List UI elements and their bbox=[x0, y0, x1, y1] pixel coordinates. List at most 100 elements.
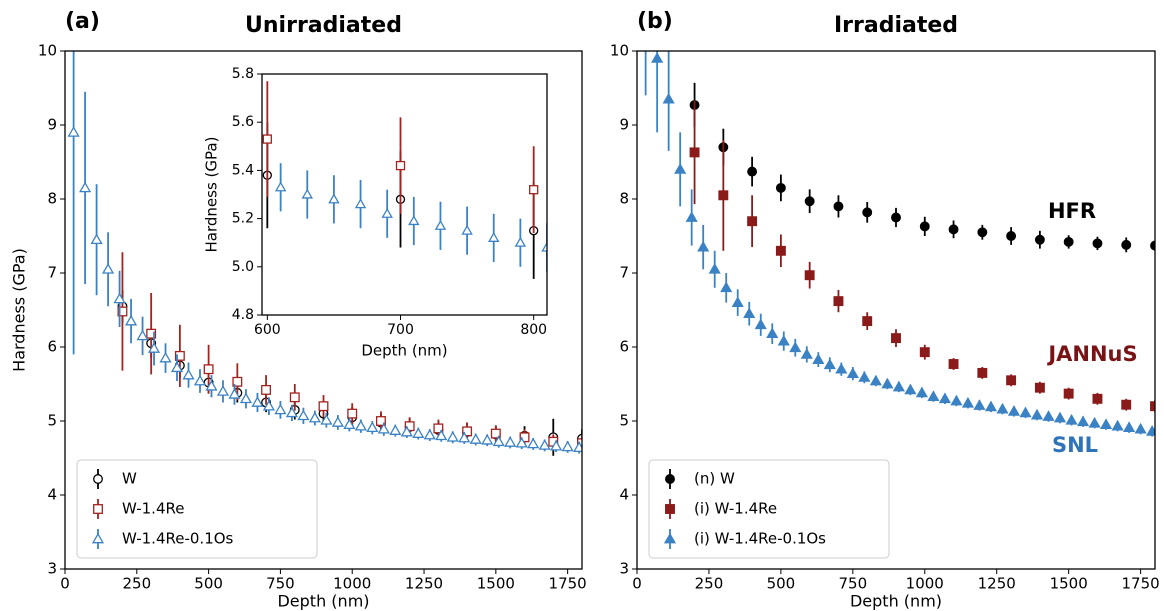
marker bbox=[232, 376, 243, 387]
marker bbox=[203, 364, 214, 375]
marker bbox=[433, 423, 444, 434]
marker bbox=[102, 263, 115, 274]
marker bbox=[846, 367, 859, 378]
marker bbox=[251, 396, 264, 407]
marker bbox=[504, 436, 517, 447]
marker bbox=[529, 185, 539, 195]
legend: (n) W (i) W-1.4Re (i) W-1.4Re-0.1Os bbox=[648, 459, 890, 559]
y-tick-label: 5 bbox=[619, 412, 629, 430]
marker bbox=[366, 421, 379, 433]
x-tick-label: 700 bbox=[387, 322, 414, 338]
marker bbox=[775, 182, 786, 193]
x-tick-label: 750 bbox=[266, 575, 295, 593]
marker bbox=[747, 166, 758, 177]
marker bbox=[354, 198, 367, 209]
x-tick-label: 250 bbox=[122, 575, 151, 593]
marker bbox=[289, 392, 300, 403]
marker bbox=[79, 181, 92, 193]
marker bbox=[833, 201, 844, 212]
marker bbox=[1063, 236, 1074, 247]
marker bbox=[404, 421, 415, 432]
marker bbox=[395, 160, 406, 171]
y-tick-label: 9 bbox=[47, 116, 57, 134]
marker bbox=[301, 188, 314, 199]
marker bbox=[239, 392, 253, 404]
marker bbox=[435, 429, 448, 441]
marker bbox=[1034, 382, 1045, 393]
marker bbox=[136, 329, 149, 341]
marker bbox=[469, 433, 482, 444]
marker bbox=[228, 388, 241, 399]
marker bbox=[434, 219, 447, 230]
marker bbox=[488, 231, 500, 242]
marker bbox=[381, 207, 393, 218]
marker bbox=[1088, 416, 1101, 428]
axes-frame bbox=[636, 50, 1156, 570]
marker bbox=[777, 334, 790, 346]
y-tick-label: 9 bbox=[619, 116, 629, 134]
plot-area bbox=[644, 51, 1155, 437]
marker bbox=[1092, 393, 1103, 404]
x-axis-label: Depth (nm) bbox=[850, 592, 942, 611]
y-tick-label: 4 bbox=[47, 486, 57, 504]
marker bbox=[1063, 388, 1074, 399]
marker bbox=[1123, 421, 1136, 433]
marker bbox=[462, 426, 473, 437]
marker bbox=[490, 428, 501, 439]
axes-frame bbox=[64, 50, 583, 570]
series bbox=[644, 51, 1155, 437]
marker bbox=[1121, 399, 1132, 410]
marker bbox=[869, 374, 882, 386]
y-tick-label: 5.0 bbox=[232, 259, 254, 275]
legend-label: W-1.4Re-0.1Os bbox=[122, 530, 234, 548]
marker bbox=[377, 422, 390, 434]
y-tick-label: 8 bbox=[47, 190, 57, 208]
x-tick-label: 1000 bbox=[333, 575, 371, 593]
marker bbox=[789, 341, 802, 353]
marker bbox=[1053, 411, 1067, 423]
marker bbox=[651, 52, 664, 63]
marker bbox=[835, 362, 848, 374]
marker bbox=[1006, 231, 1017, 241]
series bbox=[689, 82, 1155, 253]
chart-title: Unirradiated bbox=[245, 13, 402, 38]
annotation: JANNuS bbox=[1046, 342, 1137, 366]
marker bbox=[318, 401, 329, 412]
marker bbox=[90, 233, 103, 245]
marker bbox=[320, 414, 333, 425]
marker bbox=[205, 379, 218, 391]
marker bbox=[927, 390, 940, 401]
marker bbox=[685, 211, 698, 222]
x-tick-label: 750 bbox=[839, 575, 868, 593]
legend-marker bbox=[93, 474, 103, 484]
y-tick-label: 3 bbox=[47, 560, 57, 578]
marker bbox=[948, 224, 959, 235]
legend: W W-1.4Re W-1.4Re-0.1Os bbox=[76, 459, 318, 559]
marker bbox=[550, 439, 563, 451]
marker bbox=[561, 440, 574, 452]
marker bbox=[919, 347, 930, 358]
marker bbox=[193, 374, 207, 386]
y-tick-label: 5 bbox=[47, 412, 57, 430]
legend-label: (i) W-1.4Re-0.1Os bbox=[694, 530, 826, 548]
marker bbox=[328, 193, 340, 204]
marker bbox=[1019, 406, 1032, 418]
marker bbox=[159, 351, 172, 363]
marker bbox=[904, 383, 917, 395]
legend-marker bbox=[665, 474, 675, 484]
marker bbox=[308, 411, 321, 423]
marker bbox=[697, 240, 710, 252]
y-tick-label: 5.2 bbox=[232, 211, 254, 227]
annotation: SNL bbox=[1052, 433, 1098, 457]
marker bbox=[1007, 405, 1021, 416]
marker bbox=[800, 348, 813, 359]
marker bbox=[170, 361, 184, 373]
marker bbox=[984, 400, 998, 412]
chart-title: Irradiated bbox=[834, 13, 958, 38]
marker bbox=[124, 314, 138, 326]
series bbox=[689, 100, 1155, 413]
axes-frame bbox=[261, 73, 548, 316]
marker bbox=[881, 377, 894, 389]
legend-box bbox=[76, 459, 318, 559]
